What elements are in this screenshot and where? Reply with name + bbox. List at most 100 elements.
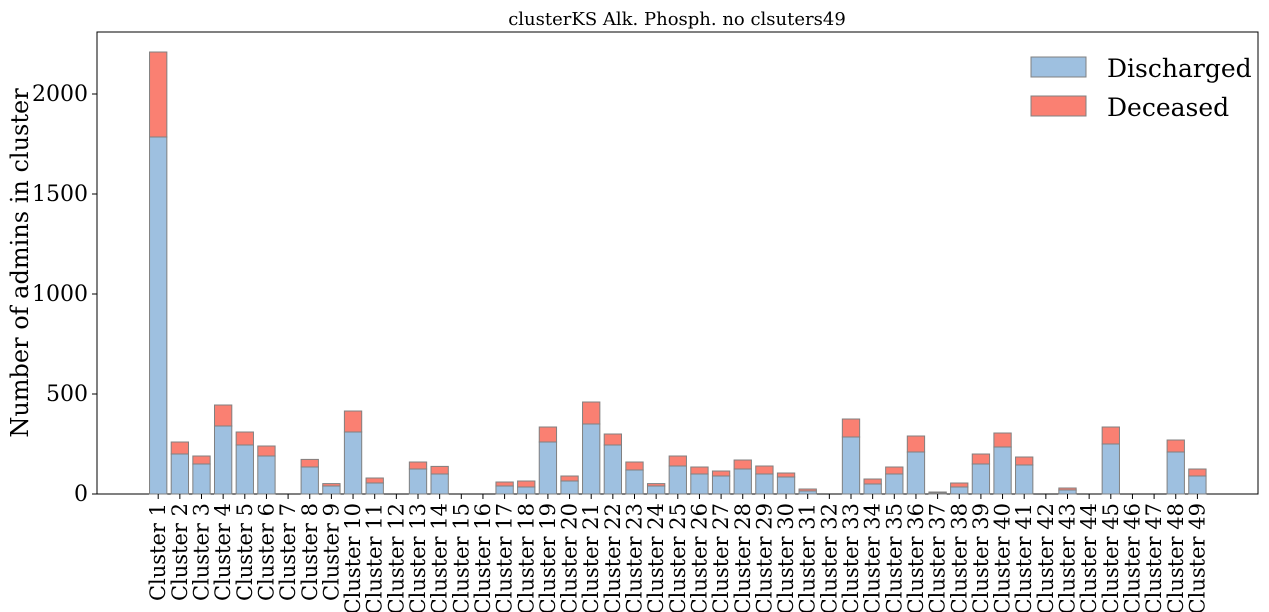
x-tick-label: Cluster 48 (1164, 503, 1188, 612)
chart-title: clusterKS Alk. Phosph. no clsuters49 (508, 9, 846, 30)
bar-discharged-29 (755, 473, 774, 495)
bar-deceased-9 (322, 483, 341, 487)
x-tick-label: Cluster 18 (514, 503, 538, 612)
y-axis: 0 500 1000 1500 2000 (32, 82, 97, 507)
x-tick-label: Cluster 7 (276, 503, 300, 601)
bar-deceased-17 (495, 481, 514, 487)
legend-label-discharged: Discharged (1107, 54, 1252, 83)
x-tick-label: Cluster 31 (796, 503, 820, 612)
bar-discharged-22 (603, 444, 623, 495)
bar-discharged-18 (517, 486, 536, 495)
bar-discharged-45 (1101, 443, 1120, 495)
x-tick-label: Cluster 1 (146, 503, 170, 601)
bar-deceased-45 (1101, 426, 1120, 445)
bar-deceased-25 (668, 455, 687, 467)
x-tick-label: Cluster 33 (839, 503, 863, 612)
y-axis-label: Number of admins in cluster (6, 88, 34, 438)
bar-discharged-40 (993, 446, 1012, 495)
bar-deceased-13 (408, 461, 428, 470)
bar-deceased-38 (950, 482, 969, 488)
bar-deceased-3 (192, 455, 211, 465)
bar-deceased-28 (733, 459, 752, 470)
bar-discharged-19 (538, 441, 558, 495)
y-tick-label: 0 (74, 482, 88, 507)
bar-discharged-25 (668, 465, 687, 495)
x-tick-label: Cluster 28 (731, 503, 755, 612)
bar-discharged-35 (885, 473, 904, 495)
bar-deceased-8 (300, 458, 319, 468)
bar-deceased-37 (928, 491, 947, 494)
bar-discharged-8 (300, 466, 319, 495)
bar-deceased-19 (538, 426, 558, 443)
bar-discharged-34 (863, 483, 882, 495)
bar-deceased-40 (993, 432, 1012, 448)
x-tick-label: Cluster 16 (471, 503, 495, 612)
x-tick-label: Cluster 9 (319, 503, 343, 601)
bar-deceased-1 (149, 51, 168, 138)
bar-discharged-1 (149, 136, 168, 495)
x-tick-label: Cluster 36 (904, 503, 928, 612)
bar-discharged-13 (408, 468, 428, 495)
bar-discharged-17 (495, 485, 514, 495)
x-tick-label: Cluster 8 (298, 503, 322, 601)
x-tick-label: Cluster 29 (752, 503, 776, 612)
bar-discharged-38 (950, 486, 969, 495)
bar-deceased-49 (1188, 468, 1207, 477)
bar-discharged-5 (235, 444, 254, 495)
x-tick-label: Cluster 39 (969, 503, 993, 612)
bar-deceased-14 (430, 465, 449, 475)
bar-deceased-33 (841, 418, 861, 438)
bar-deceased-4 (213, 404, 233, 427)
x-tick-label: Cluster 20 (558, 503, 582, 612)
bar-deceased-35 (885, 466, 904, 475)
x-tick-label: Cluster 14 (428, 503, 452, 612)
x-tick-label: Cluster 24 (644, 503, 668, 612)
x-tick-label: Cluster 40 (991, 503, 1015, 612)
bar-deceased-39 (971, 453, 991, 465)
bar-discharged-20 (560, 480, 579, 495)
x-tick-label: Cluster 15 (449, 503, 473, 612)
bar-discharged-28 (733, 468, 752, 495)
bar-deceased-10 (343, 410, 363, 433)
legend-swatch-discharged (1030, 56, 1087, 78)
x-tick-label: Cluster 21 (579, 503, 603, 612)
x-tick-label: Cluster 27 (709, 503, 733, 612)
bar-discharged-48 (1166, 451, 1185, 495)
bar-deceased-22 (603, 433, 623, 446)
bar-deceased-29 (755, 465, 774, 475)
bar-deceased-20 (560, 475, 579, 482)
x-tick-label: Cluster 23 (623, 503, 647, 612)
bar-deceased-36 (906, 435, 926, 453)
bar-deceased-6 (257, 445, 276, 457)
x-tick-label: Cluster 13 (406, 503, 430, 612)
x-tick-label: Cluster 34 (861, 503, 885, 612)
bar-deceased-18 (517, 480, 536, 488)
bar-discharged-6 (257, 455, 276, 495)
bar-discharged-14 (430, 473, 449, 495)
x-tick-label: Cluster 12 (384, 503, 408, 612)
bar-deceased-31 (798, 488, 817, 492)
x-tick-label: Cluster 43 (1056, 503, 1080, 612)
x-tick-label: Cluster 6 (254, 503, 278, 601)
bar-discharged-33 (841, 436, 861, 495)
x-tick-label: Cluster 2 (168, 503, 192, 601)
bar-discharged-11 (365, 482, 384, 495)
x-tick-label: Cluster 35 (882, 503, 906, 612)
bar-deceased-48 (1166, 439, 1185, 453)
x-tick-label: Cluster 41 (1012, 503, 1036, 612)
bar-discharged-10 (343, 431, 363, 495)
bar-deceased-43 (1058, 487, 1077, 491)
y-tick-label: 1500 (32, 182, 88, 207)
x-tick-label: Cluster 32 (817, 503, 841, 612)
x-tick-label: Cluster 19 (536, 503, 560, 612)
bar-discharged-24 (646, 485, 666, 495)
bar-discharged-41 (1015, 464, 1034, 495)
bar-deceased-11 (365, 477, 384, 484)
bar-deceased-21 (582, 401, 601, 425)
bar-discharged-9 (322, 485, 341, 495)
x-tick-label: Cluster 4 (211, 503, 235, 601)
bar-deceased-26 (690, 466, 709, 475)
bar-deceased-23 (625, 461, 644, 471)
